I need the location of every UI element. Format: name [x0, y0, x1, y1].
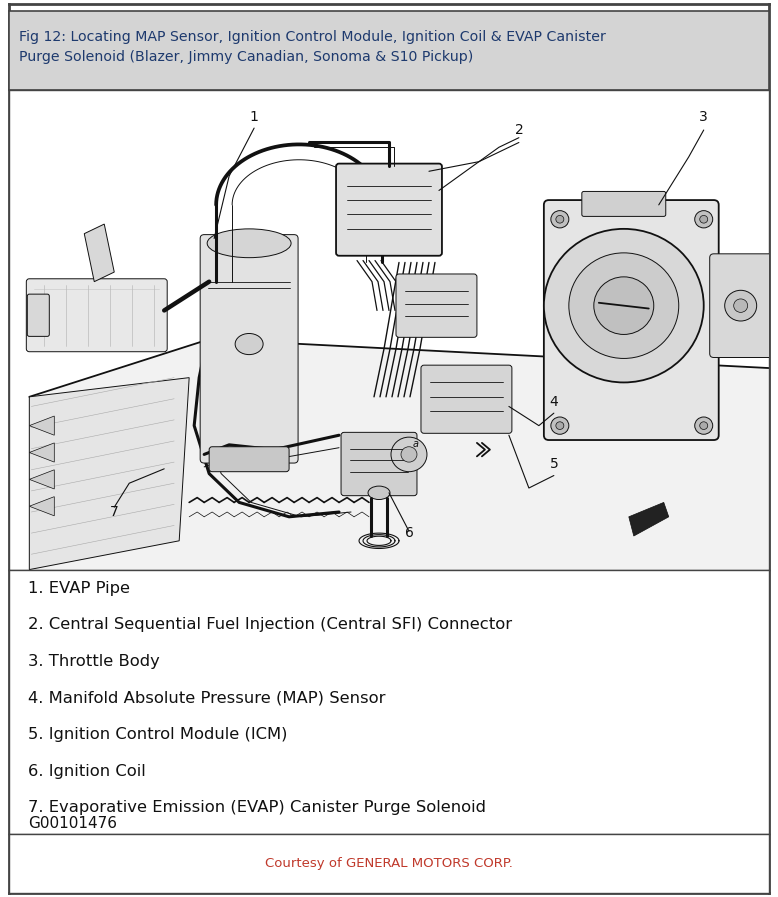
Text: 2. Central Sequential Fuel Injection (Central SFI) Connector: 2. Central Sequential Fuel Injection (Ce…: [28, 617, 513, 632]
Text: a: a: [413, 439, 419, 448]
Polygon shape: [30, 416, 54, 435]
Ellipse shape: [207, 229, 291, 257]
Circle shape: [699, 215, 708, 223]
Text: 4: 4: [549, 395, 559, 409]
FancyBboxPatch shape: [26, 279, 167, 352]
Ellipse shape: [368, 486, 390, 500]
Ellipse shape: [235, 334, 263, 354]
Text: 6. Ignition Coil: 6. Ignition Coil: [28, 763, 146, 779]
Circle shape: [695, 417, 713, 434]
Text: 6: 6: [405, 527, 413, 540]
FancyBboxPatch shape: [200, 235, 298, 463]
FancyBboxPatch shape: [27, 294, 49, 336]
Text: G00101476: G00101476: [28, 816, 117, 832]
Polygon shape: [30, 497, 54, 516]
Circle shape: [544, 229, 704, 382]
FancyBboxPatch shape: [582, 191, 666, 216]
FancyBboxPatch shape: [209, 447, 289, 472]
Polygon shape: [30, 378, 189, 570]
Polygon shape: [30, 443, 54, 462]
FancyBboxPatch shape: [336, 163, 442, 256]
Circle shape: [555, 215, 564, 223]
Polygon shape: [30, 339, 769, 570]
Text: 1. EVAP Pipe: 1. EVAP Pipe: [28, 580, 131, 596]
Circle shape: [555, 422, 564, 430]
Text: Fig 12: Locating MAP Sensor, Ignition Control Module, Ignition Coil & EVAP Canis: Fig 12: Locating MAP Sensor, Ignition Co…: [19, 30, 606, 64]
Text: 1: 1: [250, 109, 258, 124]
Text: 4. Manifold Absolute Pressure (MAP) Sensor: 4. Manifold Absolute Pressure (MAP) Sens…: [28, 691, 386, 705]
Circle shape: [551, 211, 569, 228]
Circle shape: [695, 211, 713, 228]
Text: Courtesy of GENERAL MOTORS CORP.: Courtesy of GENERAL MOTORS CORP.: [265, 857, 513, 870]
Text: 2: 2: [514, 123, 524, 137]
Circle shape: [401, 447, 417, 462]
Circle shape: [391, 437, 427, 472]
Circle shape: [569, 253, 678, 359]
Circle shape: [594, 277, 654, 335]
FancyBboxPatch shape: [396, 274, 477, 337]
Circle shape: [734, 299, 748, 312]
Circle shape: [699, 422, 708, 430]
Text: 5. Ignition Control Module (ICM): 5. Ignition Control Module (ICM): [28, 727, 288, 742]
Circle shape: [551, 417, 569, 434]
FancyBboxPatch shape: [341, 432, 417, 496]
FancyBboxPatch shape: [710, 254, 773, 358]
Circle shape: [724, 291, 757, 321]
Text: 7. Evaporative Emission (EVAP) Canister Purge Solenoid: 7. Evaporative Emission (EVAP) Canister …: [28, 800, 486, 815]
Text: 3: 3: [699, 109, 708, 124]
Polygon shape: [629, 502, 669, 536]
Text: 3. Throttle Body: 3. Throttle Body: [28, 654, 160, 669]
Text: 5: 5: [549, 457, 559, 471]
Polygon shape: [84, 224, 114, 282]
FancyBboxPatch shape: [421, 365, 512, 433]
Polygon shape: [30, 470, 54, 489]
Text: 7: 7: [110, 505, 118, 519]
FancyBboxPatch shape: [544, 200, 719, 440]
